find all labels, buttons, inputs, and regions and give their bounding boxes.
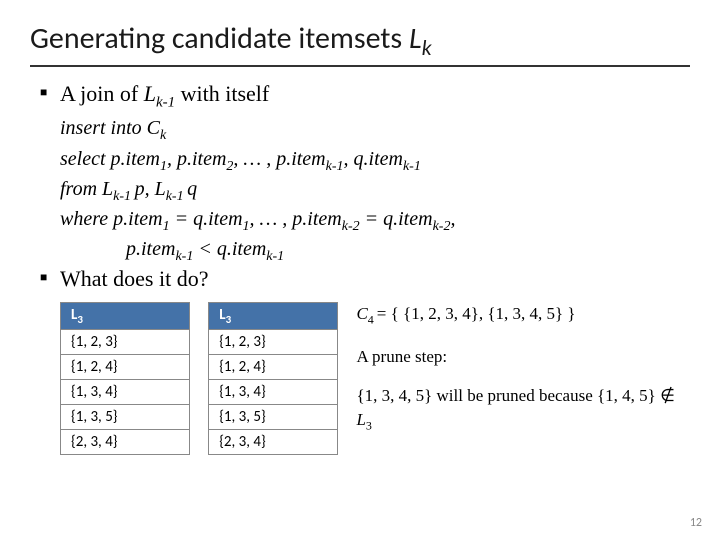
table-row: {1, 2, 3} xyxy=(61,330,190,355)
c4-post: = { {1, 2, 3, 4}, {1, 3, 4, 5} } xyxy=(377,304,576,323)
explanation: {1, 3, 4, 5} will be pruned because {1, … xyxy=(356,384,690,434)
sql-l4-c: , … , p.item xyxy=(250,208,342,230)
table-row: {1, 3, 5} xyxy=(61,405,190,430)
table-right: L3 {1, 2, 3} {1, 2, 4} {1, 3, 4} {1, 3, … xyxy=(208,302,338,455)
b1-sub: k-1 xyxy=(156,94,175,110)
sql-l2-a: select p.item xyxy=(60,148,160,170)
sql-line-1: insert into Ck xyxy=(60,115,690,145)
sql-l4-s3: k-2 xyxy=(342,219,360,234)
b2-text: What does it do? xyxy=(60,266,208,291)
sql-l1-a: insert into C xyxy=(60,117,160,139)
sql-l3-c: q xyxy=(187,178,197,200)
sql-l2-b: , p.item xyxy=(167,148,226,170)
expl-a: {1, 3, 4, 5} will be pruned because {1, … xyxy=(356,386,660,405)
table-row: {2, 3, 4} xyxy=(61,430,190,455)
table-right-header: L3 xyxy=(209,303,338,330)
sql-l4-e: , xyxy=(450,208,455,230)
expl-sub: 3 xyxy=(366,419,372,433)
sql-l4-d: = q.item xyxy=(360,208,433,230)
table-left: L3 {1, 2, 3} {1, 2, 4} {1, 3, 4} {1, 3, … xyxy=(60,302,190,455)
sql-line-5: p.itemk-1 < q.itemk-1 xyxy=(60,236,690,266)
table-left-header: L3 xyxy=(61,303,190,330)
sql-l5-b: < q.item xyxy=(193,238,266,260)
main-list-2: What does it do? xyxy=(30,266,690,292)
sql-l2-d: , q.item xyxy=(344,148,403,170)
table-row: {1, 3, 4} xyxy=(209,380,338,405)
b1-L: L xyxy=(144,81,156,106)
c4-sub: 4 xyxy=(368,313,377,327)
title-text: Generating candidate itemsets xyxy=(30,20,409,57)
th-l-sub: 3 xyxy=(77,313,83,326)
notin-symbol: ∉ xyxy=(660,386,675,405)
c4-pre: C xyxy=(356,304,367,323)
sql-line-2: select p.item1, p.item2, … , p.itemk-1, … xyxy=(60,146,690,176)
sql-l5-s1: k-1 xyxy=(175,249,193,264)
slide-title: Generating candidate itemsets Lk xyxy=(30,20,690,67)
prune-line: A prune step: xyxy=(356,345,690,369)
page-number: 12 xyxy=(690,516,702,530)
table-row: {1, 3, 5} xyxy=(209,405,338,430)
table-row: {1, 2, 4} xyxy=(61,355,190,380)
sql-line-4: where p.item1 = q.item1, … , p.itemk-2 =… xyxy=(60,206,690,236)
bottom-row: L3 {1, 2, 3} {1, 2, 4} {1, 3, 4} {1, 3, … xyxy=(60,302,690,455)
sql-l5-a: p.item xyxy=(126,238,175,260)
table-row: {1, 2, 3} xyxy=(209,330,338,355)
bullet-1: A join of Lk-1 with itself xyxy=(40,81,690,111)
c4-line: C4 = { {1, 2, 3, 4}, {1, 3, 4, 5} } xyxy=(356,302,690,328)
sql-l3-b: p, L xyxy=(135,178,166,200)
main-list: A join of Lk-1 with itself xyxy=(30,81,690,111)
title-L: L xyxy=(409,20,422,57)
table-row: {1, 3, 4} xyxy=(61,380,190,405)
sql-l5-s2: k-1 xyxy=(266,249,284,264)
sql-l3-s2: k-1 xyxy=(166,189,187,204)
bullet-2: What does it do? xyxy=(40,266,690,292)
sql-l1-sub: k xyxy=(160,128,166,143)
table-row: {2, 3, 4} xyxy=(209,430,338,455)
sql-l4-s2: 1 xyxy=(243,219,250,234)
sql-l2-c: , … , p.item xyxy=(233,148,325,170)
sql-l3-s1: k-1 xyxy=(113,189,134,204)
sql-l4-a: where p.item xyxy=(60,208,163,230)
title-sub-k: k xyxy=(422,34,432,61)
sql-l4-s4: k-2 xyxy=(433,219,451,234)
sql-l2-s4: k-1 xyxy=(403,159,421,174)
sql-l2-s1: 1 xyxy=(160,159,167,174)
sql-l2-s3: k-1 xyxy=(326,159,344,174)
sql-l4-s1: 1 xyxy=(163,219,170,234)
b1-pre: A join of xyxy=(60,81,144,106)
table-row: {1, 2, 4} xyxy=(209,355,338,380)
b1-post: with itself xyxy=(175,81,269,106)
th-r-sub: 3 xyxy=(226,313,232,326)
expl-b: L xyxy=(356,410,365,429)
sql-line-3: from Lk-1 p, Lk-1 q xyxy=(60,176,690,206)
sql-l4-b: = q.item xyxy=(170,208,243,230)
sql-l3-a: from L xyxy=(60,178,113,200)
sql-block: insert into Ck select p.item1, p.item2, … xyxy=(60,115,690,266)
right-text-block: C4 = { {1, 2, 3, 4}, {1, 3, 4, 5} } A pr… xyxy=(356,302,690,450)
